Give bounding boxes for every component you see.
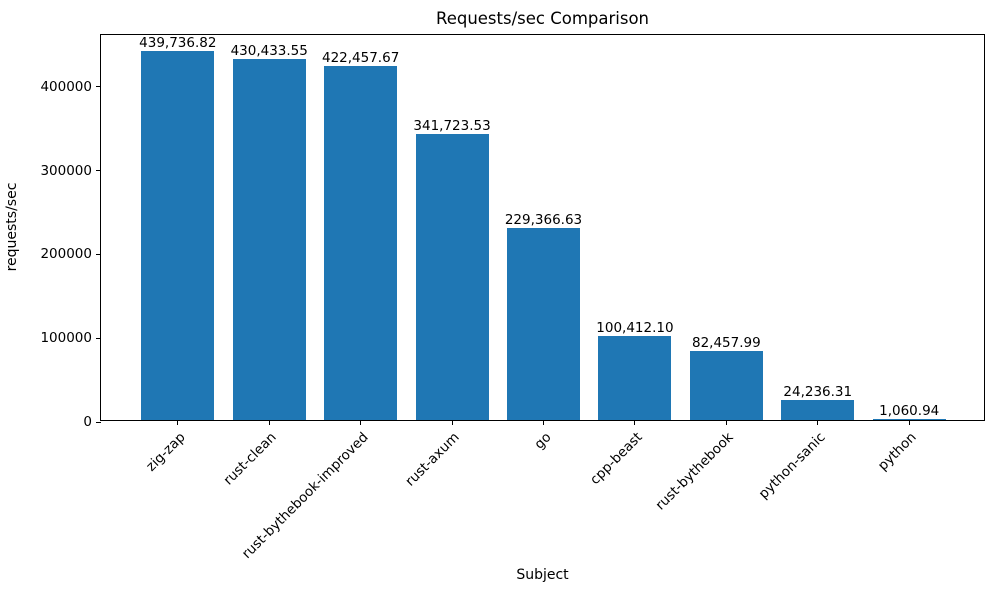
bar-value-label: 229,366.63 [504,211,583,228]
x-tick [634,420,636,425]
x-tick [725,420,727,425]
x-tick [177,420,179,425]
bar-value-label: 24,236.31 [783,383,853,400]
bar [598,335,672,420]
bar-value-label: 341,723.53 [413,117,491,134]
bar-value-label: 1,060.94 [879,403,940,419]
y-tick [96,170,101,172]
y-tick-label: 100000 [40,330,92,347]
y-tick-label: 300000 [40,162,92,179]
bar [506,227,581,420]
bar [872,419,946,420]
plot-area: 0 100000 200000 300000 400000 439,736.82 zig-z… [40,34,985,562]
bar-value-label: 100,412.10 [596,319,674,336]
bar-value-label: 422,457.67 [321,49,400,66]
bar [232,59,306,420]
x-tick [360,420,362,425]
x-tick [268,420,270,425]
y-tick-label: 400000 [40,78,92,95]
y-tick [96,253,101,255]
y-tick [96,337,101,339]
y-tick [96,86,101,88]
bar [324,65,398,420]
bar-value-label: 430,433.55 [230,43,308,60]
bar-value-label: 82,457.99 [691,334,761,351]
chart-title: Requests/sec Comparison [435,9,650,28]
x-tick [543,420,544,425]
bar [781,399,855,420]
bar [689,350,763,420]
y-tick [96,421,101,423]
x-axis-label: Subject [516,567,569,583]
bar [141,51,215,420]
x-tick [817,420,819,425]
bar [415,133,489,420]
y-axis-label: requests/sec [4,182,20,272]
bar-value-label: 439,736.82 [139,35,217,52]
x-tick [451,420,453,425]
y-tick-label: 0 [83,414,92,430]
y-tick-label: 200000 [40,246,92,263]
x-tick [908,420,910,425]
